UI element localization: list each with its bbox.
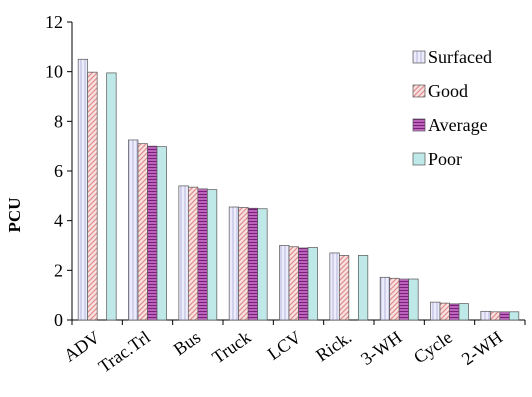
bars	[77, 58, 520, 321]
bar-trac-trl-poor	[156, 146, 167, 321]
bar-2-wh-poor	[508, 311, 520, 321]
y-tick-label: 4	[54, 211, 63, 231]
bar-adv-surfaced	[77, 58, 89, 321]
y-tick-label: 12	[45, 12, 63, 32]
category-label: Truck	[208, 327, 254, 368]
bar-3-wh-average	[398, 278, 410, 321]
y-ticks: 0 2 4 6 8 10 12	[45, 12, 72, 330]
bar-bus-surfaced	[178, 185, 189, 321]
bar-3-wh-poor	[408, 278, 419, 321]
legend-swatch-surfaced	[412, 50, 426, 64]
bar-rick--surfaced	[329, 252, 340, 321]
category-label: 3-WH	[357, 327, 405, 369]
bar-cycle-good	[439, 302, 450, 321]
bar-lcv-surfaced	[279, 245, 290, 321]
bar-cycle-poor	[458, 303, 469, 321]
category-label: LCV	[264, 327, 305, 364]
bar-lcv-good	[288, 246, 299, 321]
bar-cycle-surfaced	[430, 301, 441, 321]
bar-truck-good	[238, 207, 249, 321]
bar-2-wh-average	[499, 311, 510, 321]
y-tick-label: 6	[54, 161, 63, 181]
legend-label-average: Average	[428, 115, 488, 135]
category-label: Cycle	[410, 327, 456, 367]
x-ticks	[71, 320, 526, 325]
legend-swatch-poor	[412, 152, 426, 166]
bar-adv-poor	[106, 72, 117, 321]
bar-lcv-average	[298, 247, 309, 321]
bar-3-wh-good	[389, 277, 400, 321]
bar-trac-trl-surfaced	[128, 139, 139, 321]
bar-rick--good	[338, 255, 350, 321]
bar-truck-surfaced	[228, 206, 240, 321]
category-label: Rick.	[312, 327, 355, 365]
bar-cycle-average	[449, 303, 460, 321]
bar-2-wh-surfaced	[480, 310, 491, 321]
y-tick-label: 8	[54, 111, 63, 131]
bar-truck-average	[247, 207, 259, 321]
y-tick-label: 10	[45, 62, 63, 82]
category-label: 2-WH	[458, 327, 506, 369]
legend-swatch-average	[412, 118, 426, 132]
legend-swatch-good	[412, 84, 426, 98]
bar-trac-trl-average	[147, 145, 158, 321]
y-tick-label: 2	[54, 260, 63, 280]
legend: Surfaced Good Average Poor	[412, 47, 492, 169]
bar-trac-trl-good	[137, 143, 148, 321]
category-label: Bus	[170, 327, 204, 359]
bar-bus-good	[187, 186, 199, 321]
bar-lcv-poor	[307, 247, 318, 321]
bar-3-wh-surfaced	[379, 276, 391, 321]
bar-adv-good	[87, 71, 98, 321]
bar-bus-poor	[206, 189, 218, 321]
category-label: Trac.Trl	[95, 327, 154, 377]
bar-rick--poor	[357, 255, 369, 321]
bar-2-wh-good	[489, 311, 501, 321]
legend-label-poor: Poor	[428, 149, 462, 169]
bar-truck-poor	[257, 208, 268, 321]
bar-bus-average	[197, 188, 208, 321]
legend-label-good: Good	[428, 81, 468, 101]
y-axis-label: PCU	[5, 198, 24, 233]
y-tick-label: 0	[54, 310, 63, 330]
legend-label-surfaced: Surfaced	[428, 47, 492, 67]
